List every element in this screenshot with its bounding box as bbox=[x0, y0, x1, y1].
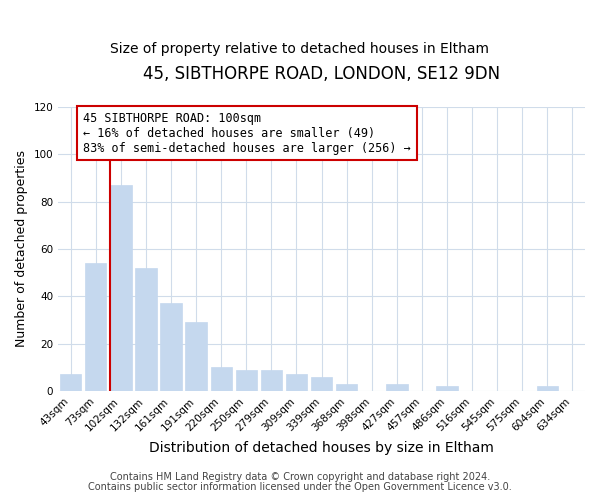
Bar bbox=[336, 384, 358, 391]
Bar bbox=[386, 384, 407, 391]
X-axis label: Distribution of detached houses by size in Eltham: Distribution of detached houses by size … bbox=[149, 441, 494, 455]
Title: 45, SIBTHORPE ROAD, LONDON, SE12 9DN: 45, SIBTHORPE ROAD, LONDON, SE12 9DN bbox=[143, 65, 500, 83]
Text: Size of property relative to detached houses in Eltham: Size of property relative to detached ho… bbox=[110, 42, 490, 56]
Bar bbox=[436, 386, 458, 391]
Bar bbox=[286, 374, 307, 391]
Bar bbox=[261, 370, 282, 391]
Bar bbox=[160, 304, 182, 391]
Bar bbox=[136, 268, 157, 391]
Bar bbox=[60, 374, 82, 391]
Text: Contains public sector information licensed under the Open Government Licence v3: Contains public sector information licen… bbox=[88, 482, 512, 492]
Bar bbox=[537, 386, 558, 391]
Bar bbox=[110, 185, 131, 391]
Text: Contains HM Land Registry data © Crown copyright and database right 2024.: Contains HM Land Registry data © Crown c… bbox=[110, 472, 490, 482]
Bar bbox=[211, 368, 232, 391]
Bar bbox=[311, 376, 332, 391]
Bar bbox=[185, 322, 207, 391]
Text: 45 SIBTHORPE ROAD: 100sqm
← 16% of detached houses are smaller (49)
83% of semi-: 45 SIBTHORPE ROAD: 100sqm ← 16% of detac… bbox=[83, 112, 411, 154]
Bar bbox=[236, 370, 257, 391]
Y-axis label: Number of detached properties: Number of detached properties bbox=[15, 150, 28, 348]
Bar bbox=[85, 263, 106, 391]
